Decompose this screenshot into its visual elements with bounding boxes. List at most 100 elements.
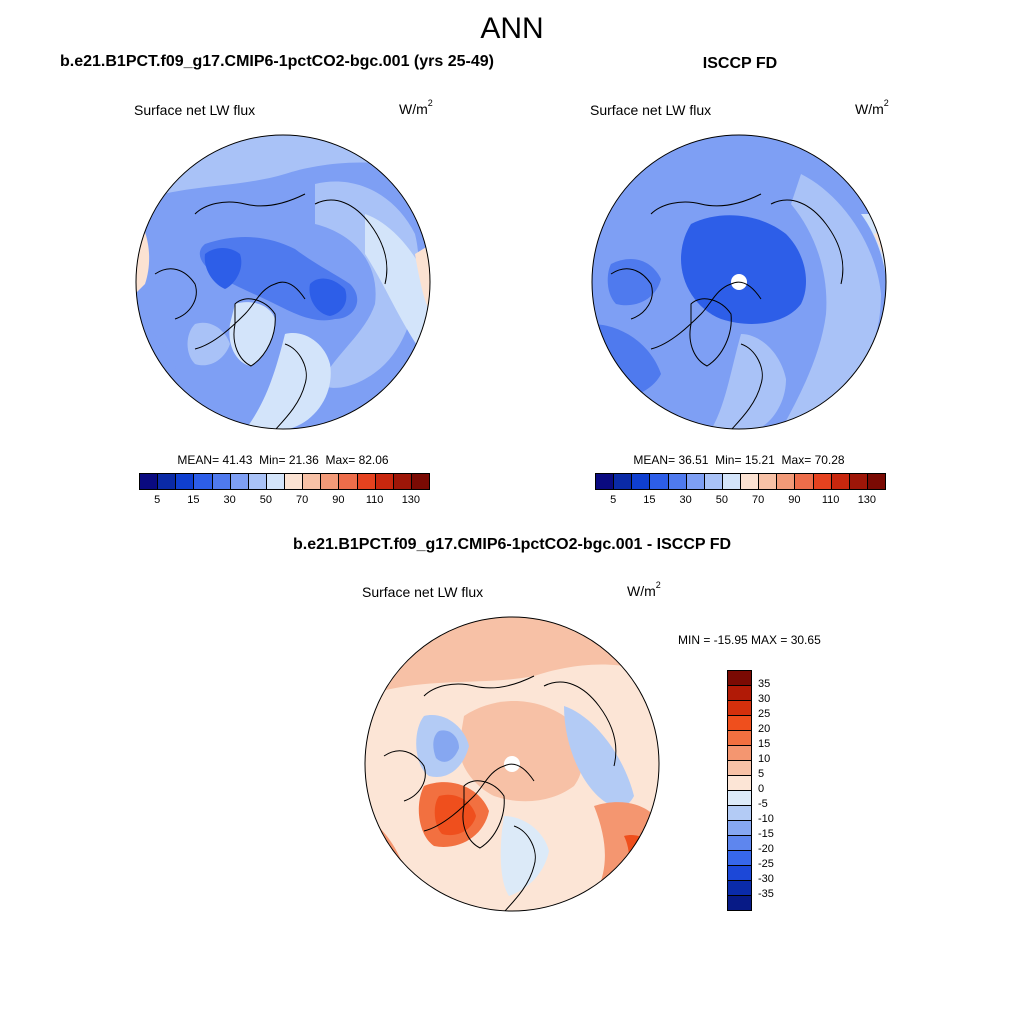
field-region-canada	[607, 259, 661, 306]
colorbar-tick-label: 5	[610, 494, 617, 506]
colorbar-swatch	[193, 473, 213, 490]
colorbar-swatch	[410, 473, 430, 490]
colorbar-swatch	[703, 473, 723, 490]
field-region-siberia	[564, 706, 634, 807]
units-label-obs: W/m2	[855, 98, 889, 117]
colorbar-tick-label: 130	[857, 494, 877, 506]
polar-map-model	[135, 134, 431, 430]
units-label-diff: W/m2	[627, 580, 661, 599]
colorbar-tick-label: -5	[758, 798, 768, 810]
colorbar-tick-label: -20	[758, 843, 774, 855]
coastline-scandinavia	[274, 343, 307, 429]
colorbar-swatch	[727, 775, 752, 791]
field-region-canadian-archipelago	[204, 248, 242, 289]
colorbar-swatch	[613, 473, 633, 490]
colorbar-tick-label: 110	[365, 494, 384, 506]
colorbar-swatch	[727, 805, 752, 821]
colorbar-swatch	[727, 865, 752, 881]
colorbar-swatch	[320, 473, 340, 490]
colorbar-swatch	[338, 473, 358, 490]
coastline-alaska	[194, 193, 306, 215]
colorbar-tick-label: 0	[758, 783, 765, 795]
coastline-arctic	[423, 763, 535, 832]
stats-obs: MEAN= 36.51 Min= 15.21 Max= 70.28	[633, 453, 845, 467]
units-label-model: W/m2	[399, 98, 433, 117]
colorbar-swatch	[727, 760, 752, 776]
stats-model: MEAN= 41.43 Min= 21.36 Max= 82.06	[177, 453, 389, 467]
coastline-scandinavia	[503, 825, 536, 911]
field-region-north-atlantic	[711, 334, 786, 429]
field-region-north-atlantic	[500, 816, 549, 896]
colorbar-swatch	[302, 473, 322, 490]
coastline-alaska	[423, 675, 535, 697]
colorbar-swatch	[139, 473, 159, 490]
coastline-greenland	[689, 298, 732, 367]
colorbar-swatch	[727, 835, 752, 851]
field-region-east-asia	[365, 214, 430, 364]
colorbar-tick-label: -15	[758, 828, 774, 840]
field-region-north-atlantic	[245, 333, 331, 429]
coastline-scandinavia	[730, 343, 763, 429]
colorbar-swatch	[721, 473, 741, 490]
stats-diff: MIN = -15.95 MAX = 30.65	[678, 633, 821, 647]
colorbar-swatch	[727, 895, 752, 911]
colorbar-tick-label: 70	[752, 494, 765, 506]
colorbar-tick-label: 30	[223, 494, 236, 506]
colorbar-swatch	[685, 473, 705, 490]
coastline-greenland	[462, 780, 505, 849]
colorbar-swatch	[794, 473, 814, 490]
map-boundary	[591, 134, 887, 430]
colorbar-swatch	[631, 473, 651, 490]
colorbar-obs	[595, 473, 886, 490]
panel-title-model: b.e21.B1PCT.f09_g17.CMIP6-1pctCO2-bgc.00…	[60, 53, 494, 70]
colorbar-swatch	[727, 820, 752, 836]
colorbar-diff	[727, 670, 752, 911]
colorbar-tick-label: 20	[758, 723, 771, 735]
colorbar-swatch	[157, 473, 177, 490]
colorbar-swatch	[667, 473, 687, 490]
colorbar-swatch	[740, 473, 760, 490]
colorbar-swatch	[284, 473, 304, 490]
colorbar-model	[139, 473, 430, 490]
colorbar-ticks-diff: 35 30 25 20 15 10 5 0 -5 -10 -15 -20 -25 -30 -35	[758, 670, 798, 910]
colorbar-swatch	[727, 745, 752, 761]
colorbar-swatch	[848, 473, 868, 490]
colorbar-swatch	[649, 473, 669, 490]
field-region-greenland-core	[434, 794, 476, 836]
colorbar-tick-label: 30	[758, 693, 771, 705]
colorbar-tick-label: 35	[758, 678, 771, 690]
colorbar-tick-label: 130	[401, 494, 421, 506]
colorbar-tick-label: 110	[821, 494, 840, 506]
colorbar-tick-label: -30	[758, 873, 774, 885]
colorbar-swatch	[392, 473, 412, 490]
field-region-himalaya	[415, 244, 430, 314]
polar-map-obs	[591, 134, 887, 430]
variable-label-model: Surface net LW flux	[134, 102, 256, 118]
colorbar-tick-label: -25	[758, 858, 774, 870]
coastline-canada	[383, 750, 426, 802]
field-region-arctic-ocean	[681, 215, 806, 324]
field-region-archipelago-core	[433, 730, 459, 762]
field-region-barents-sea	[309, 278, 347, 316]
coastline-siberia	[314, 199, 388, 285]
colorbar-swatch	[595, 473, 615, 490]
colorbar-tick-label: 90	[788, 494, 801, 506]
colorbar-swatch	[727, 700, 752, 716]
colorbar-tick-label: 90	[332, 494, 345, 506]
colorbar-tick-label: 10	[758, 753, 771, 765]
colorbar-swatch	[776, 473, 796, 490]
panel-title-diff: b.e21.B1PCT.f09_g17.CMIP6-1pctCO2-bgc.00…	[292, 536, 732, 553]
colorbar-tick-label: 15	[643, 494, 656, 506]
colorbar-tick-label: -35	[758, 888, 774, 900]
coastline-canada	[154, 268, 197, 320]
variable-label-diff: Surface net LW flux	[362, 584, 484, 600]
coastline-greenland	[233, 298, 276, 367]
colorbar-swatch	[866, 473, 886, 490]
colorbar-swatch	[211, 473, 231, 490]
colorbar-swatch	[727, 715, 752, 731]
colorbar-tick-label: 5	[758, 768, 765, 780]
figure-title: ANN	[480, 12, 544, 45]
map-boundary	[135, 134, 431, 430]
colorbar-tick-label: 15	[758, 738, 771, 750]
colorbar-swatch	[727, 880, 752, 896]
